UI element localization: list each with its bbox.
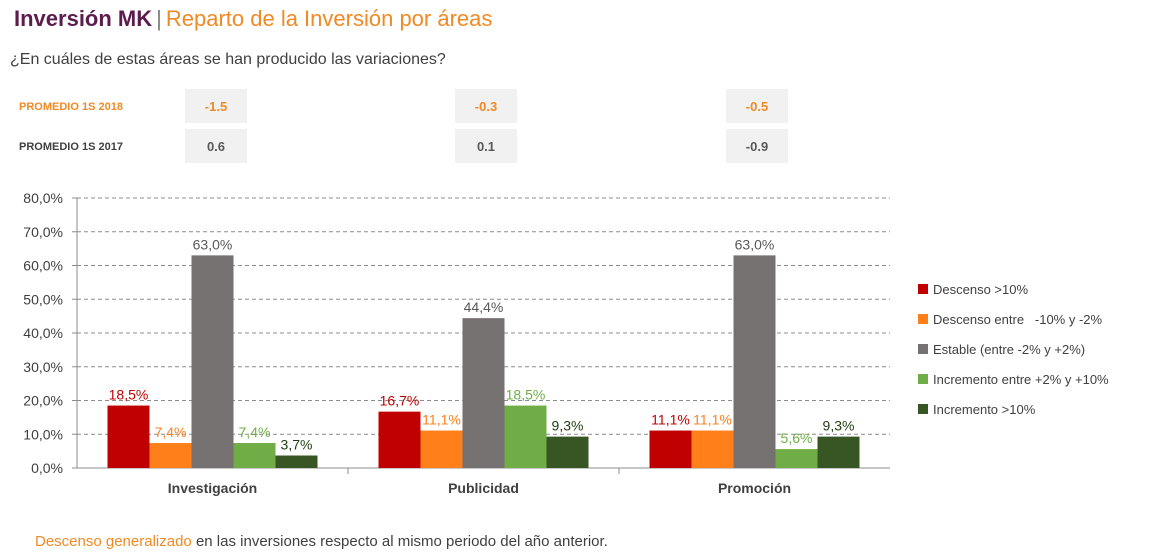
bar bbox=[149, 443, 192, 468]
bar bbox=[733, 255, 776, 468]
data-label: 11,1% bbox=[693, 412, 732, 428]
bar bbox=[817, 436, 860, 468]
footer-note: Descenso generalizado en las inversiones… bbox=[35, 533, 608, 550]
category-label: Promoción bbox=[718, 480, 791, 496]
legend-label: Descenso >10% bbox=[933, 281, 1029, 297]
data-label: 16,7% bbox=[380, 393, 420, 409]
legend-item: Descenso entre -10% y -2% bbox=[918, 304, 1109, 334]
bar bbox=[420, 430, 463, 468]
title-main: Inversión MK bbox=[14, 6, 153, 31]
data-label: 7,4% bbox=[239, 424, 271, 440]
data-label: 9,3% bbox=[552, 418, 584, 434]
y-tick-label: 80,0% bbox=[23, 190, 63, 206]
legend-item: Descenso >10% bbox=[918, 274, 1109, 304]
y-tick-label: 60,0% bbox=[23, 258, 63, 274]
data-label: 11,1% bbox=[422, 412, 461, 428]
legend-swatch bbox=[918, 344, 928, 354]
category-label: Investigación bbox=[168, 480, 257, 496]
data-label: 18,5% bbox=[109, 387, 149, 403]
y-tick-label: 0,0% bbox=[31, 460, 63, 476]
y-tick-label: 70,0% bbox=[23, 224, 63, 240]
legend-label: Estable (entre -2% y +2%) bbox=[933, 341, 1086, 357]
data-label: 5,6% bbox=[781, 430, 813, 446]
legend-item: Estable (entre -2% y +2%) bbox=[918, 334, 1109, 364]
data-label: 44,4% bbox=[464, 299, 504, 315]
bar bbox=[107, 405, 150, 468]
legend-swatch bbox=[918, 404, 928, 414]
data-label: 7,4% bbox=[155, 424, 187, 440]
bar bbox=[504, 405, 547, 468]
title-subtitle: Reparto de la Inversión por áreas bbox=[165, 6, 493, 31]
legend-item: Incremento entre +2% y +10% bbox=[918, 364, 1109, 394]
row-label-2017: PROMEDIO 1S 2017 bbox=[19, 141, 123, 153]
data-label: 63,0% bbox=[193, 236, 233, 252]
y-tick-label: 40,0% bbox=[23, 325, 63, 341]
legend-label: Incremento >10% bbox=[933, 401, 1036, 417]
bar bbox=[691, 430, 734, 468]
data-label: 18,5% bbox=[506, 387, 546, 403]
avg-2017-publicidad: 0.1 bbox=[455, 129, 517, 163]
bar bbox=[191, 255, 234, 468]
bar-chart: 0,0% 10,0% 20,0% 30,0% 40,0% 50,0% 60,0% 70,0% 8… bbox=[23, 190, 890, 496]
y-tick-label: 50,0% bbox=[23, 291, 63, 307]
category-label: Publicidad bbox=[448, 480, 519, 496]
bar bbox=[275, 455, 318, 468]
avg-2018-investigacion: -1.5 bbox=[185, 89, 247, 123]
page-title: Inversión MK | Reparto de la Inversión por… bbox=[14, 6, 492, 32]
avg-2017-promocion: -0.9 bbox=[726, 129, 788, 163]
bar bbox=[378, 411, 421, 468]
bar bbox=[546, 436, 589, 468]
legend-swatch bbox=[918, 314, 928, 324]
row-label-2018: PROMEDIO 1S 2018 bbox=[19, 101, 123, 113]
chart-legend: Descenso >10% Descenso entre -10% y -2% … bbox=[918, 274, 1109, 424]
legend-label: Incremento entre +2% y +10% bbox=[933, 371, 1109, 387]
question-text: ¿En cuáles de estas áreas se han produci… bbox=[10, 51, 446, 68]
legend-swatch bbox=[918, 374, 928, 384]
title-separator: | bbox=[156, 6, 162, 31]
bar bbox=[462, 318, 505, 468]
bar bbox=[775, 449, 818, 468]
y-tick-label: 30,0% bbox=[23, 359, 63, 375]
avg-2018-publicidad: -0.3 bbox=[455, 89, 517, 123]
footer-highlight: Descenso generalizado bbox=[35, 533, 192, 550]
data-label: 63,0% bbox=[735, 236, 775, 252]
bar bbox=[233, 443, 276, 468]
legend-label: Descenso entre -10% y -2% bbox=[933, 311, 1103, 327]
avg-2018-promocion: -0.5 bbox=[726, 89, 788, 123]
y-tick-label: 20,0% bbox=[23, 393, 63, 409]
y-tick-label: 10,0% bbox=[23, 426, 63, 442]
data-label: 9,3% bbox=[823, 418, 855, 434]
bar bbox=[649, 430, 692, 468]
avg-2017-investigacion: 0.6 bbox=[185, 129, 247, 163]
data-label: 11,1% bbox=[651, 412, 690, 428]
data-label: 3,7% bbox=[281, 437, 313, 453]
legend-swatch bbox=[918, 284, 928, 294]
legend-item: Incremento >10% bbox=[918, 394, 1109, 424]
footer-rest: en las inversiones respecto al mismo per… bbox=[191, 533, 608, 550]
